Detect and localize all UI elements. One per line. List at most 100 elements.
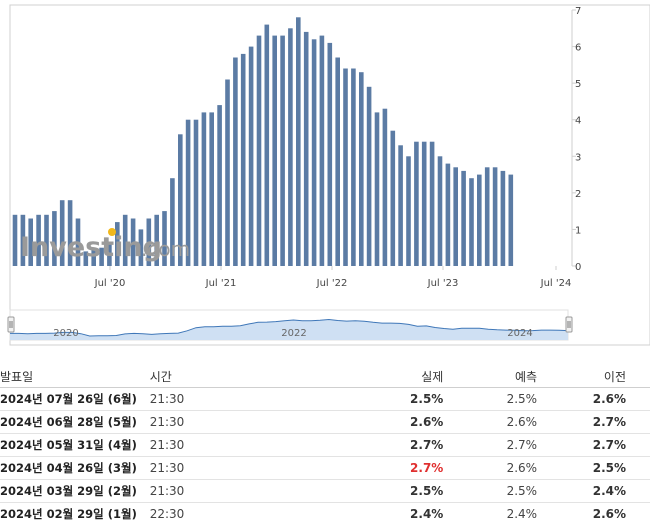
forecast-value: 2.6% <box>443 457 537 480</box>
bar <box>477 175 482 266</box>
header-forecast[interactable]: 예측 <box>443 365 537 388</box>
release-time: 21:30 <box>148 457 337 480</box>
bar <box>280 36 285 266</box>
previous-value: 2.7% <box>537 411 650 434</box>
logo-dot <box>108 228 116 236</box>
bar <box>217 105 222 266</box>
forecast-value: 2.6% <box>443 411 537 434</box>
release-date: 2024년 07월 26일 (6월) <box>0 388 148 411</box>
x-tick-label: Jul '22 <box>316 278 348 289</box>
actual-value: 2.6% <box>337 411 444 434</box>
bar <box>446 164 451 266</box>
previous-value: 2.4% <box>537 480 650 503</box>
navigator-year-label: 2024 <box>507 328 532 339</box>
table-row: 2024년 02월 29일 (1월) 22:30 2.4% 2.4% 2.6% <box>0 503 650 525</box>
y-tick-label: 7 <box>575 6 581 17</box>
bar <box>383 109 388 266</box>
bar <box>438 156 443 266</box>
bar <box>367 87 372 266</box>
y-tick-label: 0 <box>575 262 581 273</box>
header-date[interactable]: 발표일 <box>0 365 148 388</box>
logo-suffix: .com <box>141 237 190 261</box>
table-row: 2024년 05월 31일 (4월) 21:30 2.7% 2.7% 2.7% <box>0 434 650 457</box>
y-tick-label: 5 <box>575 79 581 90</box>
bar <box>406 156 411 266</box>
header-time[interactable]: 시간 <box>148 365 337 388</box>
release-time: 21:30 <box>148 388 337 411</box>
navigator-handle-right[interactable] <box>566 317 572 332</box>
bar <box>312 39 317 266</box>
header-previous[interactable]: 이전 <box>537 365 650 388</box>
navigator-handle-left[interactable] <box>8 317 14 332</box>
bar <box>265 25 270 266</box>
bar <box>351 69 356 267</box>
y-tick-label: 2 <box>575 189 581 200</box>
bar <box>233 58 238 267</box>
bar <box>296 17 301 266</box>
bar <box>461 171 466 266</box>
bar <box>343 69 348 267</box>
bar <box>485 167 490 266</box>
forecast-value: 2.5% <box>443 388 537 411</box>
bar <box>391 131 396 266</box>
x-tick-label: Jul '21 <box>205 278 237 289</box>
actual-value: 2.7% <box>337 457 444 480</box>
y-tick-label: 1 <box>575 225 581 236</box>
bar <box>422 142 427 266</box>
actual-value: 2.5% <box>337 480 444 503</box>
bar <box>493 167 498 266</box>
table-header-row: 발표일 시간 실제 예측 이전 <box>0 365 650 388</box>
bar <box>194 120 199 266</box>
previous-value: 2.7% <box>537 434 650 457</box>
x-tick-label: Jul '20 <box>94 278 126 289</box>
bar <box>359 72 364 266</box>
bar <box>272 36 277 266</box>
release-time: 22:30 <box>148 503 337 525</box>
table-row: 2024년 06월 28일 (5월) 21:30 2.6% 2.6% 2.7% <box>0 411 650 434</box>
bar <box>288 28 293 266</box>
header-actual[interactable]: 실제 <box>337 365 444 388</box>
bar <box>241 54 246 266</box>
bar <box>335 58 340 267</box>
bar <box>375 112 380 266</box>
x-tick-label: Jul '24 <box>540 278 572 289</box>
release-time: 21:30 <box>148 480 337 503</box>
forecast-value: 2.4% <box>443 503 537 525</box>
bar <box>414 142 419 266</box>
previous-value: 2.5% <box>537 457 650 480</box>
forecast-value: 2.5% <box>443 480 537 503</box>
bar <box>209 112 214 266</box>
table-row: 2024년 03월 29일 (2월) 21:30 2.5% 2.5% 2.4% <box>0 480 650 503</box>
bar <box>202 112 207 266</box>
release-date: 2024년 05월 31일 (4월) <box>0 434 148 457</box>
navigator-year-label: 2020 <box>53 328 78 339</box>
table-row: 2024년 07월 26일 (6월) 21:30 2.5% 2.5% 2.6% <box>0 388 650 411</box>
release-date: 2024년 04월 26일 (3월) <box>0 457 148 480</box>
bar <box>509 175 514 266</box>
bar <box>13 215 18 266</box>
actual-value: 2.7% <box>337 434 444 457</box>
bar <box>320 36 325 266</box>
previous-value: 2.6% <box>537 388 650 411</box>
y-tick-label: 6 <box>575 43 581 54</box>
bar <box>398 145 403 266</box>
bar <box>501 171 506 266</box>
bar <box>225 80 230 267</box>
bar <box>304 32 309 266</box>
release-date: 2024년 06월 28일 (5월) <box>0 411 148 434</box>
bar <box>453 167 458 266</box>
release-date: 2024년 02월 29일 (1월) <box>0 503 148 525</box>
bar <box>257 36 262 266</box>
history-table: 발표일 시간 실제 예측 이전 2024년 07월 26일 (6월) 21:30… <box>0 365 650 525</box>
y-tick-label: 4 <box>575 116 581 127</box>
x-tick-label: Jul '23 <box>427 278 459 289</box>
actual-value: 2.5% <box>337 388 444 411</box>
previous-value: 2.6% <box>537 503 650 525</box>
bar <box>328 43 333 266</box>
bar <box>430 142 435 266</box>
forecast-value: 2.7% <box>443 434 537 457</box>
release-time: 21:30 <box>148 434 337 457</box>
actual-value: 2.4% <box>337 503 444 525</box>
